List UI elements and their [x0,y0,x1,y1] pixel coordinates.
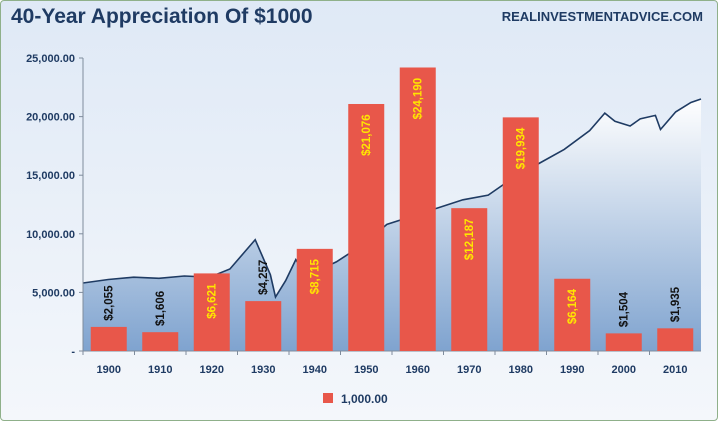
x-tick-label: 1910 [148,364,172,376]
bar [245,301,282,351]
bar-value-label: $1,606 [155,291,167,326]
background-area-layer [82,98,702,351]
x-tick-label: 1900 [97,364,121,376]
bar-value-label: $21,076 [361,114,373,156]
bar-value-label: $19,934 [516,127,528,169]
bar [605,333,642,351]
y-tick-label: 15,000.00 [26,170,75,182]
source-text: REALINVESTMENTADVICE.COM [501,9,703,24]
x-tick-label: 1920 [200,364,224,376]
bar-value-label: $6,621 [207,283,219,319]
legend-label: 1,000.00 [341,392,388,406]
bar-value-label: $8,715 [310,258,322,294]
bar-layer [90,67,694,352]
bar-value-label: $24,190 [413,78,425,120]
x-tick-label: 1970 [457,364,481,376]
bar [399,67,436,352]
y-tick-label: 20,000.00 [26,112,75,124]
chart-title: 40-Year Appreciation Of $1000 [11,5,313,28]
x-tick-label: 1930 [251,364,275,376]
y-tick-label: 5,000.00 [32,287,75,299]
x-tick-label: 2000 [612,364,636,376]
x-tick-label: 1960 [406,364,430,376]
background-area-line [82,98,702,300]
x-tick-label: 1980 [509,364,533,376]
bar [657,328,694,351]
bar [502,117,539,351]
background-area-fill [83,99,701,351]
bar [554,278,591,351]
bar [348,103,385,351]
bar [90,326,127,351]
x-tick-label: 2010 [663,364,687,376]
legend-swatch [323,393,333,403]
x-tick-label: 1950 [354,364,378,376]
bar-value-label: $12,187 [464,218,476,260]
bar [296,248,333,351]
y-tick-label: - [71,346,75,358]
x-tick-label: 1940 [303,364,327,376]
x-tick-label: 1990 [560,364,584,376]
bar [451,208,488,351]
bar [142,332,179,351]
legend: 1,000.00 [323,392,388,406]
bar-value-label: $6,164 [567,288,579,324]
bar-value-label: $1,504 [619,291,631,327]
bar-value-label: $2,055 [104,285,116,321]
bar [193,273,230,351]
y-tick-label: 25,000.00 [26,53,75,65]
bar-value-label: $4,257 [258,260,270,295]
bar-label-layer: $2,055 $1,606 $6,621 $4,257 $8,715 $21,076 $24… [104,78,683,327]
axis-layer: - 5,000.00 10,000.00 15,000.00 20,000.00 25,0… [26,53,701,376]
y-tick-label: 10,000.00 [26,229,75,241]
bar-value-label: $1,935 [670,286,682,322]
